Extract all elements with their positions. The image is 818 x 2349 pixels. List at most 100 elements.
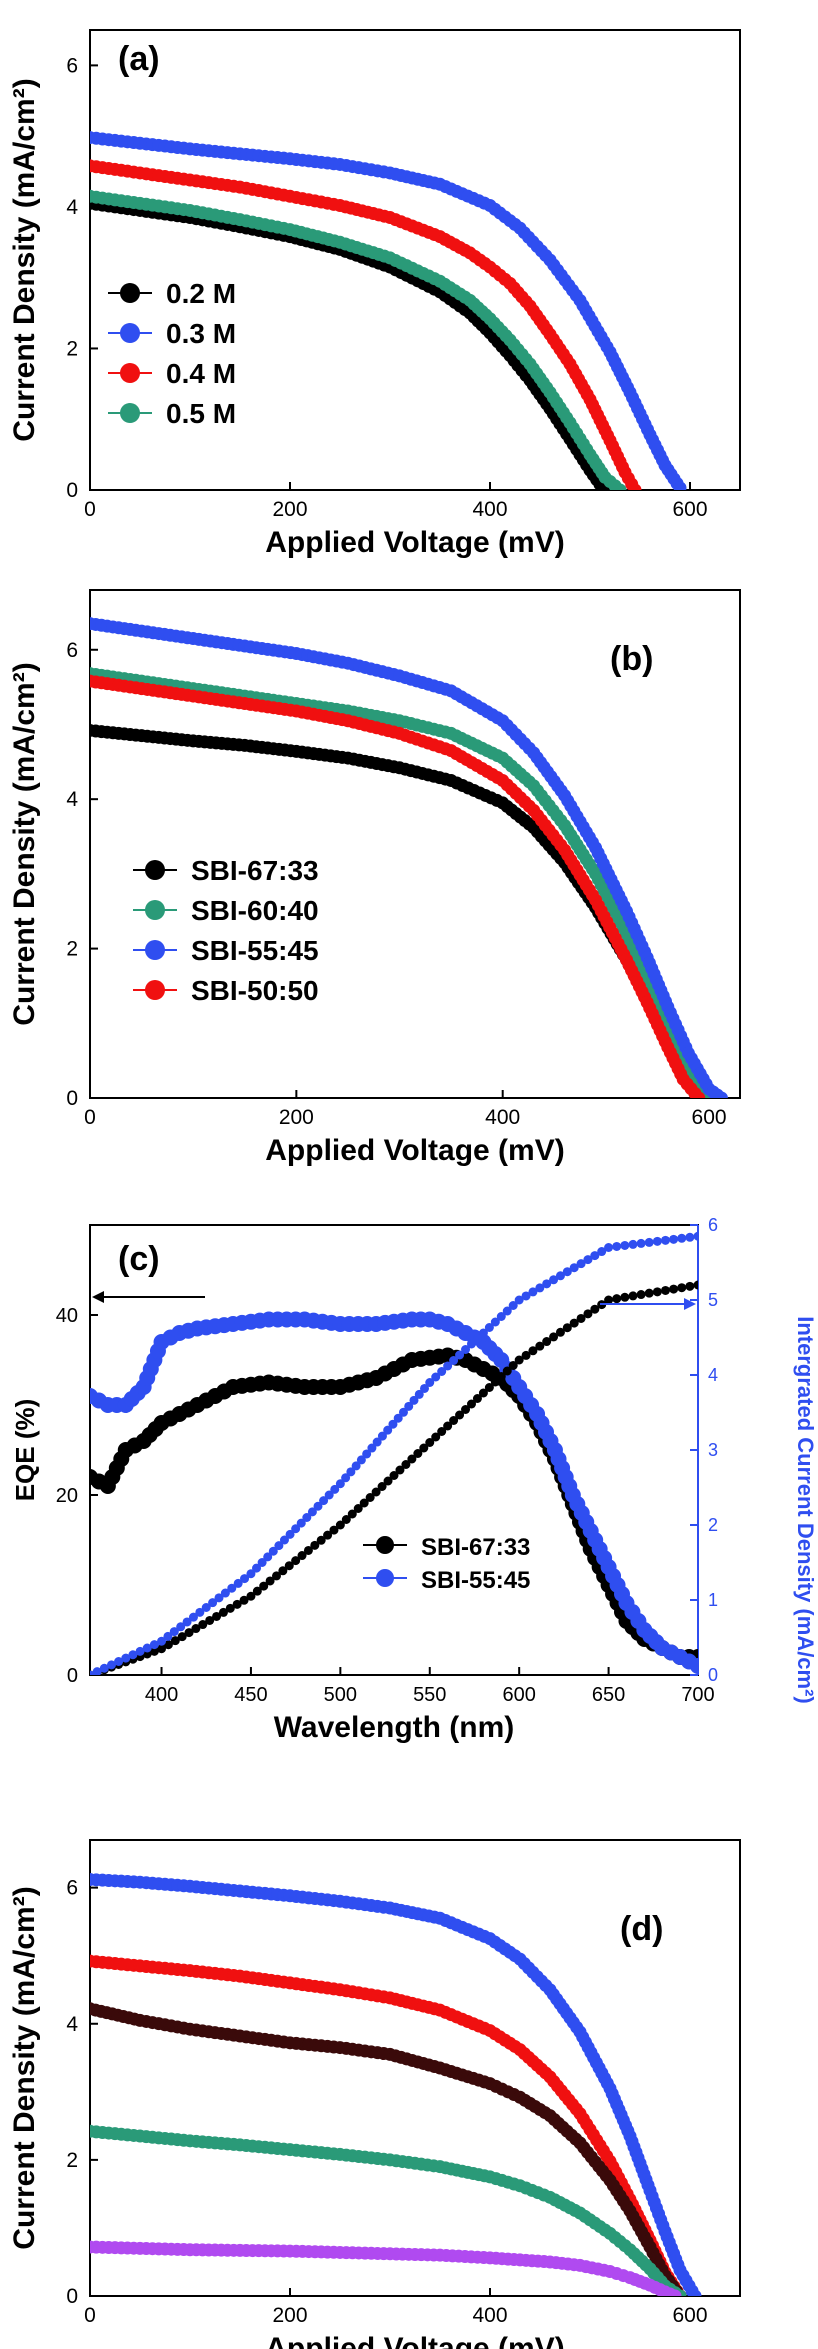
data-point — [420, 1383, 430, 1393]
data-point — [449, 1416, 459, 1425]
x-tick-label: 0 — [84, 2304, 96, 2327]
data-point — [692, 1091, 706, 1098]
data-point — [271, 1571, 281, 1581]
data-point — [407, 1454, 417, 1464]
right-axis-arrowhead — [684, 1298, 696, 1310]
data-point — [455, 1350, 465, 1360]
data-point — [362, 1449, 372, 1459]
y-right-tick-label: 2 — [708, 1515, 718, 1535]
y-right-tick-label: 0 — [708, 1665, 718, 1685]
data-point — [319, 1496, 329, 1506]
legend-marker — [120, 403, 140, 423]
data-point — [478, 1388, 488, 1398]
series-line — [90, 1354, 698, 1658]
data-point — [201, 1603, 211, 1612]
data-point — [246, 1591, 256, 1601]
data-point — [169, 1627, 179, 1637]
data-point — [419, 1443, 429, 1453]
data-point — [644, 1288, 654, 1298]
data-point — [644, 1237, 654, 1247]
data-point — [569, 1318, 579, 1328]
data-point — [613, 483, 627, 490]
data-point — [329, 1525, 339, 1535]
data-point — [383, 1476, 393, 1486]
data-point — [690, 1658, 698, 1674]
data-point — [521, 1350, 531, 1360]
data-point — [590, 1251, 600, 1261]
data-point — [528, 1346, 538, 1356]
data-point — [265, 1576, 275, 1586]
data-point — [555, 1327, 565, 1337]
data-point — [508, 1301, 518, 1310]
data-point — [310, 1540, 320, 1550]
data-point — [335, 1520, 345, 1530]
data-point — [177, 1632, 187, 1642]
data-point — [214, 1593, 224, 1603]
data-point — [714, 1091, 728, 1098]
chart-panel-2: 0 200 400 600 0 2 4 6 Applied Voltage (mV) Curren… — [8, 589, 741, 1167]
data-point — [191, 1624, 201, 1634]
data-point — [278, 1566, 288, 1576]
data-point — [323, 1530, 333, 1540]
series-1 — [90, 1347, 698, 1665]
y-tick-label: 4 — [66, 788, 78, 811]
data-point — [163, 1631, 173, 1641]
data-point — [220, 1588, 230, 1598]
chart-panel-4: 0 200 400 600 0 2 4 6 Applied Voltage (mV) Curren… — [8, 1839, 741, 2349]
x-tick-label: 700 — [681, 1684, 714, 1706]
series-4 — [90, 1231, 698, 1675]
data-point — [274, 1541, 284, 1551]
y-tick-label: 6 — [66, 1877, 78, 1900]
data-point — [449, 1356, 459, 1365]
data-point — [535, 1341, 545, 1351]
y-axis-title: Current Density (mA/cm²) — [8, 662, 41, 1025]
legend-marker — [120, 363, 140, 383]
data-point — [372, 1437, 382, 1447]
x-tick-label: 500 — [324, 1684, 357, 1706]
data-point — [356, 1455, 366, 1465]
data-point — [297, 1551, 307, 1561]
data-point — [246, 1569, 256, 1579]
data-point — [562, 1267, 572, 1277]
x-tick-label: 400 — [472, 2304, 507, 2327]
data-point — [279, 1535, 289, 1545]
data-point — [636, 1238, 646, 1248]
data-point — [149, 1646, 159, 1656]
plot-frame — [89, 1224, 699, 1676]
data-point — [205, 1615, 215, 1625]
data-point — [252, 1586, 262, 1596]
data-point — [291, 1556, 301, 1566]
data-point — [227, 1583, 237, 1593]
data-point — [628, 1239, 638, 1249]
data-point — [114, 1657, 124, 1666]
y-tick-label: 2 — [66, 938, 78, 961]
chart-panel-1: 0 200 400 600 0 2 4 6 Applied Voltage (mV) Curren… — [8, 29, 741, 559]
data-point — [612, 1241, 622, 1251]
data-point — [628, 483, 642, 490]
data-point — [431, 1432, 441, 1442]
data-point — [668, 2289, 682, 2296]
data-point — [620, 1240, 630, 1250]
y-right-tick-label: 4 — [708, 1365, 718, 1385]
data-point — [359, 1498, 369, 1508]
data-point — [455, 1410, 465, 1420]
data-point — [341, 1515, 351, 1524]
x-tick-label: 600 — [672, 498, 707, 521]
data-point — [443, 1421, 453, 1431]
series-2 — [90, 1311, 698, 1674]
legend-label: SBI-55:45 — [191, 935, 319, 966]
data-point — [590, 1304, 600, 1314]
plot-frame — [89, 589, 741, 1099]
series-1 — [90, 1872, 702, 2296]
data-point — [218, 1607, 228, 1617]
data-point — [604, 1295, 614, 1305]
data-point — [514, 1355, 524, 1365]
legend-label: 0.3 M — [166, 318, 236, 349]
data-point — [307, 1507, 317, 1517]
y-tick-label: 40 — [56, 1305, 78, 1327]
data-point — [688, 2289, 702, 2296]
series-4 — [90, 189, 627, 490]
legend-marker — [120, 283, 140, 303]
legend-label: SBI-55:45 — [421, 1567, 530, 1594]
data-point — [604, 1243, 614, 1252]
